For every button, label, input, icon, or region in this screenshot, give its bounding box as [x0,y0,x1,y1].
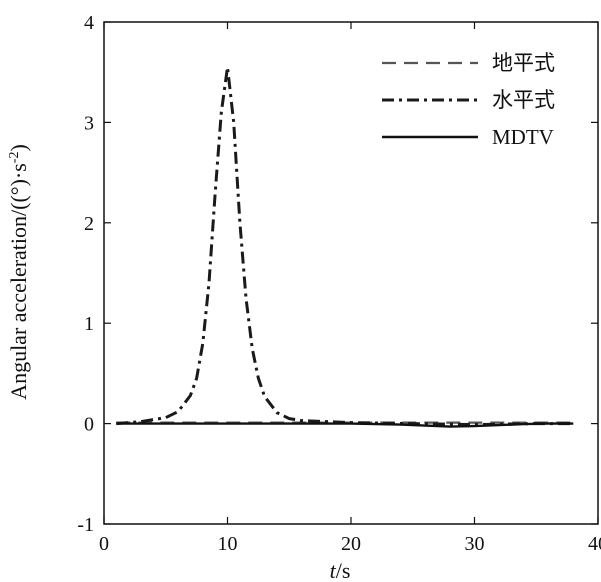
y-tick-label: 0 [84,414,94,436]
y-tick-label: 4 [84,12,94,34]
legend-label: MDTV [492,125,554,149]
y-tick-label: 3 [84,112,94,134]
x-tick-label: 0 [99,533,109,555]
x-tick-label: 40 [588,533,601,555]
y-tick-label: 1 [84,313,94,335]
x-tick-label: 20 [341,533,361,555]
legend-label: 地平式 [492,51,555,75]
x-tick-label: 10 [218,533,238,555]
y-tick-label: -1 [77,514,94,536]
legend-label: 水平式 [492,88,555,112]
series-line-solid [116,422,574,428]
y-tick-label: 2 [84,213,94,235]
x-axis-title: t/s [330,558,351,582]
series-lines [116,65,574,428]
series-line-dashdot [116,65,574,427]
y-axis-title: Angular acceleration/((°)·s-2) [6,144,31,400]
x-tick-label: 30 [465,533,485,555]
